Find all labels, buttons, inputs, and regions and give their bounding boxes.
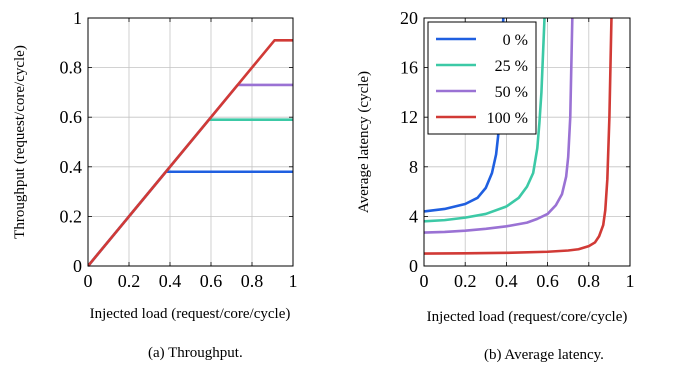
x-tick-label: 0.6 — [200, 271, 223, 291]
y-tick-label: 0 — [409, 256, 418, 276]
legend: 0 % 25 % 50 % 100 % — [427, 21, 537, 135]
y-tick-label: 0.2 — [60, 206, 83, 226]
series-line-1 — [424, 17, 546, 223]
y-tick-label: 0 — [73, 256, 82, 276]
y-tick-label: 1 — [73, 8, 82, 28]
y-tick-label: 0.6 — [60, 107, 83, 127]
y-tick-label: 16 — [400, 58, 418, 78]
y-tick-label: 0.8 — [60, 58, 83, 78]
plot-frame — [87, 17, 294, 267]
series-line-3 — [424, 17, 613, 255]
legend-label: 25 % — [495, 58, 528, 75]
throughput-chart: 0 0.2 0.4 0.6 0.8 1 0 0.2 0.4 0.6 0.8 1 Injected loa… — [12, 8, 298, 361]
x-tick-label: 1 — [289, 271, 298, 291]
legend-label: 0 % — [503, 32, 528, 49]
y-axis-label: Throughput (request/core/cycle) — [12, 45, 28, 239]
x-tick-label: 1 — [626, 271, 635, 291]
x-axis-label: Injected load (request/core/cycle) — [427, 309, 628, 325]
y-tick-label: 8 — [409, 157, 418, 177]
y-axis-label: Average latency (cycle) — [356, 71, 372, 213]
legend-label: 100 % — [487, 110, 528, 127]
x-tick-label: 0.6 — [536, 271, 559, 291]
subfigure-caption: (b) Average latency. — [484, 347, 604, 363]
y-tick-label: 12 — [400, 107, 418, 127]
series-line-2 — [88, 83, 293, 267]
y-tick-label: 20 — [400, 8, 418, 28]
series-line-0 — [88, 170, 293, 267]
x-tick-label: 0.2 — [454, 271, 477, 291]
plot-frame — [423, 17, 631, 267]
y-tick-label: 4 — [409, 206, 418, 226]
x-tick-label: 0.4 — [495, 271, 518, 291]
latency-chart: 0 0.2 0.4 0.6 0.8 1 0 4 8 12 16 20 Injected load (re… — [356, 8, 635, 363]
x-tick-label: 0 — [84, 271, 93, 291]
series-line-3 — [88, 39, 293, 267]
x-tick-label: 0.4 — [159, 271, 182, 291]
y-tick-label: 0.4 — [60, 157, 83, 177]
x-tick-label: 0.2 — [118, 271, 141, 291]
series-line-2 — [424, 17, 574, 234]
x-tick-label: 0 — [420, 271, 429, 291]
x-tick-label: 0.8 — [578, 271, 601, 291]
x-axis-label: Injected load (request/core/cycle) — [90, 306, 291, 322]
legend-label: 50 % — [495, 84, 528, 101]
subfigure-caption: (a) Throughput. — [148, 345, 243, 361]
legend-box — [427, 21, 537, 135]
x-tick-label: 0.8 — [241, 271, 264, 291]
